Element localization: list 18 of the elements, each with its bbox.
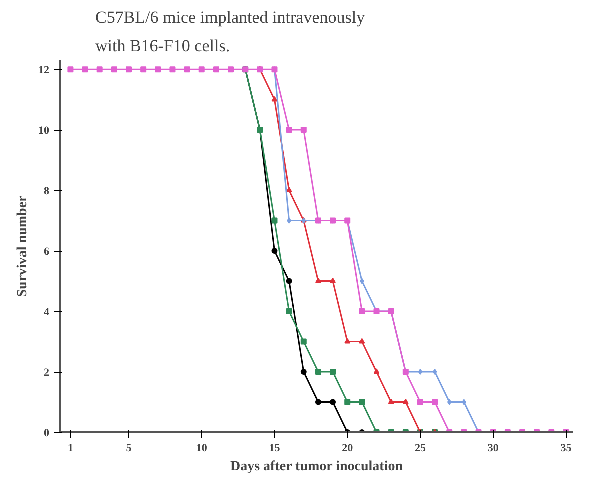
y-tick-label: 2 — [44, 367, 50, 380]
x-tick-label: 35 — [560, 442, 572, 454]
y-tick-label: 6 — [44, 246, 50, 258]
x-tick-label: 30 — [488, 442, 500, 454]
x-tick-label: 5 — [126, 442, 132, 454]
y-tick-label: 0 — [44, 428, 50, 440]
y-tick-label: 8 — [44, 186, 50, 198]
x-tick-label: 1 — [68, 442, 74, 454]
chart-title: C57BL/6 mice implanted intravenously with B16-F10 cells. — [96, 8, 366, 56]
x-tick-label: 20 — [342, 442, 354, 454]
y-tick-label: 12 — [38, 64, 50, 77]
y-tick-label: 10 — [38, 125, 50, 138]
x-tick-label: 15 — [269, 442, 281, 454]
x-tick-label: 10 — [196, 442, 208, 454]
y-tick-label: 4 — [44, 306, 50, 319]
x-axis-title: Days after tumor inoculation — [230, 460, 404, 474]
x-tick-label: 25 — [414, 442, 426, 454]
y-axis-title: Survival number — [16, 196, 30, 298]
